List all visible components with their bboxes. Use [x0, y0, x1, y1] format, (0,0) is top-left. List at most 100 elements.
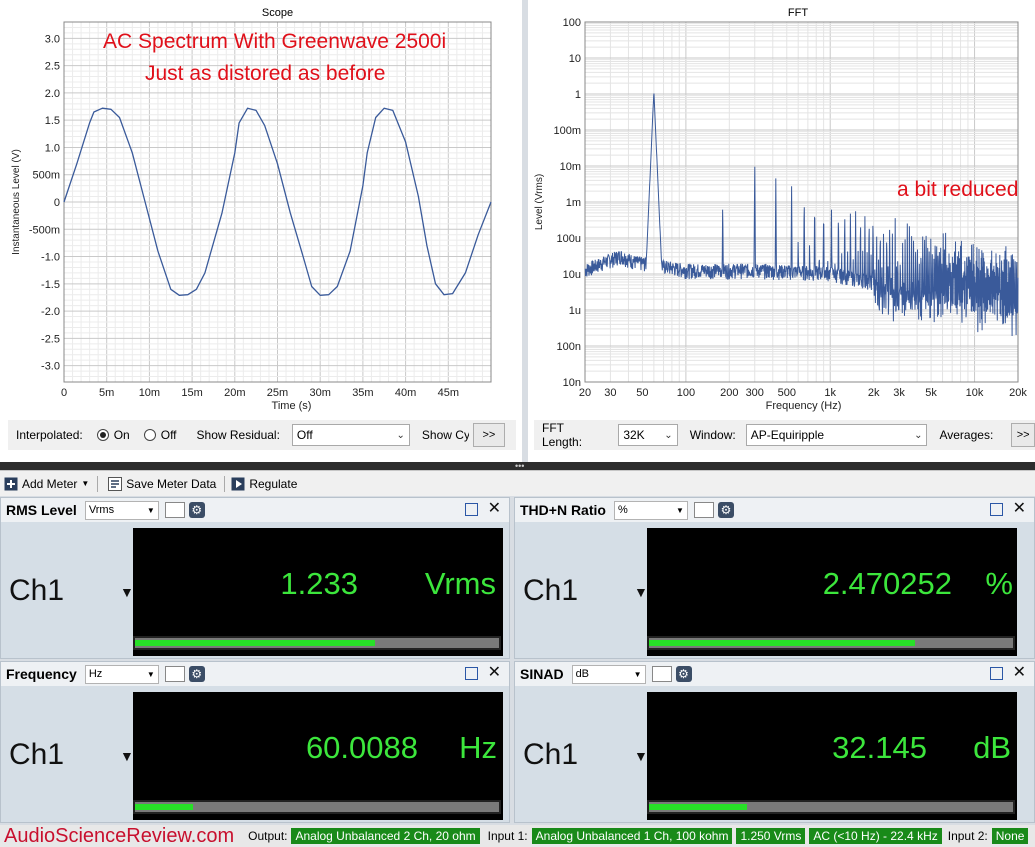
- level-bar-fill: [135, 640, 376, 646]
- x-tick-label: 10m: [139, 387, 160, 399]
- input1-value[interactable]: Analog Unbalanced 1 Ch, 100 kohm: [531, 828, 733, 844]
- show-residual-value: Off: [296, 428, 313, 442]
- meter-title: RMS Level: [6, 502, 77, 518]
- x-tick-label: 300: [746, 387, 764, 399]
- unit-select[interactable]: Vrms ▼: [84, 500, 159, 520]
- unit-select-value: Hz: [88, 668, 103, 680]
- meter-header: Frequency Hz ▼ ⚙ ✕: [1, 662, 509, 686]
- add-meter-label: Add Meter: [22, 476, 78, 491]
- fft-annotation: a bit reduced: [897, 178, 1019, 201]
- x-tick-label: 5m: [99, 387, 114, 399]
- y-axis-label: Instantaneous Level (V): [11, 149, 22, 255]
- header-actions: ✕: [989, 664, 1026, 681]
- y-tick-label: 100: [563, 17, 581, 29]
- channel-dropdown-icon[interactable]: ▼: [120, 748, 134, 764]
- interpolated-on-label: On: [113, 428, 130, 442]
- gear-icon[interactable]: ⚙: [188, 666, 205, 682]
- scope-trace: [63, 107, 492, 296]
- x-axis-label: Frequency (Hz): [766, 400, 842, 412]
- toolbar-divider: [97, 475, 99, 492]
- x-tick-label: 25m: [267, 387, 288, 399]
- channel-label: Ch1: [9, 574, 65, 607]
- unit-select[interactable]: % ▼: [613, 500, 688, 520]
- caret-down-icon: ▼: [81, 479, 90, 488]
- fft-length-select[interactable]: 32K ⌄: [618, 424, 678, 446]
- interpolated-on-radio[interactable]: [96, 429, 109, 441]
- y-tick-label: 100m: [553, 125, 581, 137]
- level-bar: [647, 636, 1015, 650]
- chart-view-icon[interactable]: [651, 666, 672, 682]
- interpolated-off-radio[interactable]: [143, 429, 156, 441]
- unit-select-value: %: [617, 504, 628, 516]
- plot-frame: [584, 21, 1019, 383]
- x-tick-label: 100: [677, 387, 695, 399]
- fft-controls: FFT Length: 32K ⌄ Window: AP-Equiripple …: [534, 420, 1035, 450]
- scope-annotation-1: AC Spectrum With Greenwave 2500i: [103, 30, 447, 53]
- popout-icon[interactable]: [989, 666, 1003, 680]
- unit-select[interactable]: dB ▼: [571, 664, 646, 684]
- level-bar-fill: [135, 804, 194, 810]
- close-icon[interactable]: ✕: [1012, 500, 1026, 517]
- gear-icon[interactable]: ⚙: [675, 666, 692, 682]
- channel-dropdown-icon[interactable]: ▼: [634, 584, 648, 600]
- meter-display: 1.233 Vrms: [133, 528, 503, 656]
- chart-view-icon[interactable]: [693, 502, 714, 518]
- channel-dropdown-icon[interactable]: ▼: [120, 584, 134, 600]
- close-icon[interactable]: ✕: [487, 500, 501, 517]
- regulate-button[interactable]: Regulate: [231, 477, 297, 491]
- x-tick-label: 5k: [925, 387, 937, 399]
- channel-label: Ch1: [523, 738, 579, 771]
- unit-select-value: Vrms: [88, 504, 115, 516]
- meter-title: THD+N Ratio: [520, 502, 606, 518]
- gear-icon[interactable]: ⚙: [188, 502, 205, 518]
- y-tick-label: 3.0: [45, 33, 60, 45]
- y-tick-label: 500m: [32, 170, 60, 182]
- interpolated-label: Interpolated:: [16, 428, 83, 442]
- meter-value: 60.0088: [305, 730, 418, 765]
- scope-more-button[interactable]: >>: [472, 423, 505, 447]
- scope-panel: Scope 0 5m 10m 15m 20m 25m 30m 35m 40m 45m 3.0 2.5 2…: [0, 0, 522, 462]
- unit-select[interactable]: Hz ▼: [84, 664, 159, 684]
- popout-icon[interactable]: [989, 502, 1003, 516]
- input1-bandwidth[interactable]: AC (<10 Hz) - 22.4 kHz: [809, 828, 942, 844]
- input2-value[interactable]: None: [991, 828, 1029, 844]
- meter-unit: dB: [973, 730, 1011, 765]
- x-tick-label: 2k: [868, 387, 880, 399]
- popout-icon[interactable]: [464, 502, 478, 516]
- meter-display: 2.470252 %: [647, 528, 1017, 656]
- level-bar-fill: [649, 640, 915, 646]
- x-tick-label: 40m: [395, 387, 416, 399]
- x-tick-label: 0: [61, 387, 67, 399]
- panel-splitter[interactable]: •••: [0, 462, 1035, 471]
- regulate-label: Regulate: [249, 476, 298, 491]
- add-meter-button[interactable]: Add Meter ▼: [4, 477, 89, 491]
- y-tick-label: 2.0: [45, 88, 60, 100]
- chart-view-icon[interactable]: [164, 502, 185, 518]
- input1-level[interactable]: 1.250 Vrms: [736, 828, 806, 844]
- fft-title: FFT: [787, 7, 809, 19]
- chart-view-icon[interactable]: [164, 666, 185, 682]
- x-tick-label: 200: [720, 387, 738, 399]
- window-label: Window:: [689, 428, 736, 442]
- channel-dropdown-icon[interactable]: ▼: [634, 748, 648, 764]
- output-value[interactable]: Analog Unbalanced 2 Ch, 20 ohm: [291, 828, 480, 844]
- window-select[interactable]: AP-Equiripple ⌄: [745, 424, 928, 446]
- level-bar: [133, 636, 501, 650]
- y-tick-label: -1.5: [41, 279, 60, 291]
- fft-more-button[interactable]: >>: [1011, 423, 1035, 447]
- header-actions: ✕: [464, 500, 501, 517]
- save-meter-data-button[interactable]: Save Meter Data: [108, 476, 216, 491]
- fft-length-label: FFT Length:: [542, 421, 583, 449]
- x-tick-label: 50: [636, 387, 648, 399]
- window-value: AP-Equiripple: [750, 428, 825, 442]
- show-residual-select[interactable]: Off ⌄: [291, 424, 410, 446]
- close-icon[interactable]: ✕: [1012, 664, 1026, 681]
- meter-display: 60.0088 Hz: [133, 692, 503, 820]
- meter-header: SINAD dB ▼ ⚙ ✕: [515, 662, 1034, 686]
- gear-icon[interactable]: ⚙: [717, 502, 734, 518]
- meter-title: SINAD: [520, 666, 564, 682]
- close-icon[interactable]: ✕: [487, 664, 501, 681]
- popout-icon[interactable]: [464, 666, 478, 680]
- sinad-meter: SINAD dB ▼ ⚙ ✕ Ch1 ▼ 32.145 dB: [514, 661, 1035, 823]
- x-tick-label: 20k: [1009, 387, 1027, 399]
